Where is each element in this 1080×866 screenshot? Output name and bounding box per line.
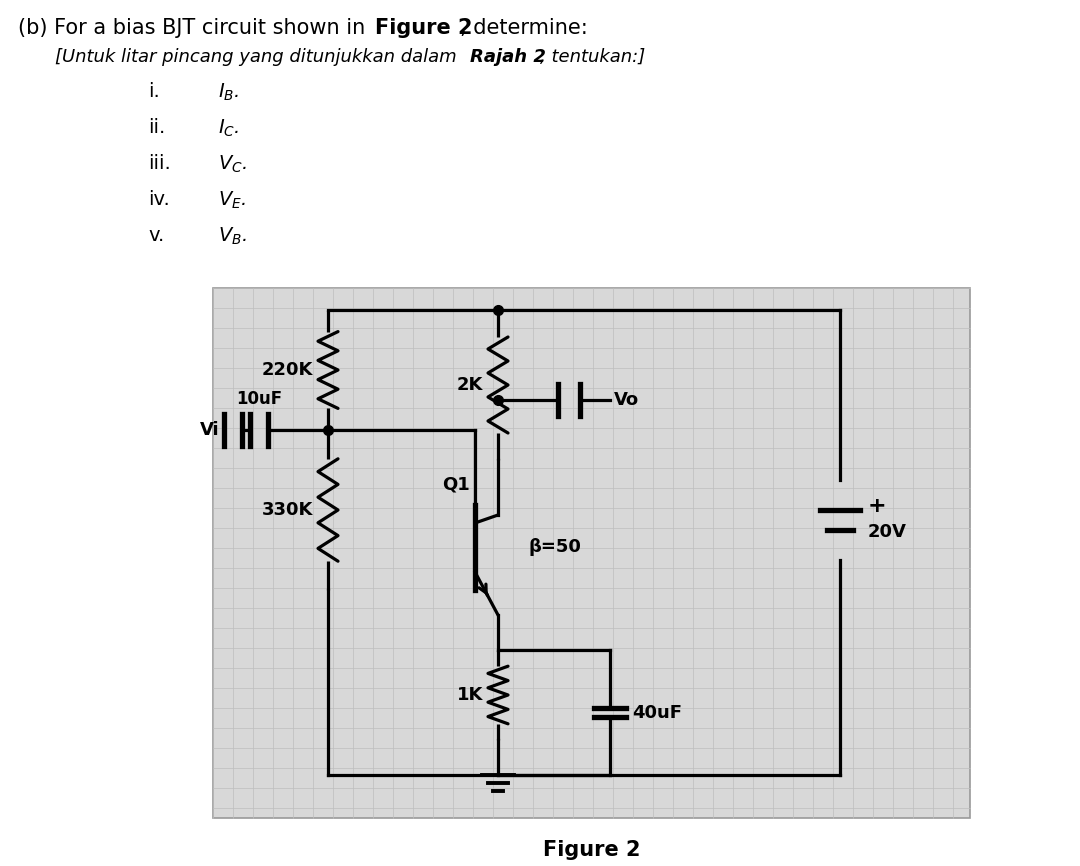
Text: v.: v. [148,226,164,245]
Text: i.: i. [148,82,160,101]
Text: 220K: 220K [261,361,313,379]
Text: , tentukan:]: , tentukan:] [540,48,645,66]
Text: $I_B$.: $I_B$. [218,82,240,103]
Text: , determine:: , determine: [460,18,588,38]
Text: Figure 2: Figure 2 [375,18,473,38]
Text: 20V: 20V [868,523,907,541]
Text: Rajah 2: Rajah 2 [470,48,545,66]
Text: Vi: Vi [201,421,220,439]
Text: Vo: Vo [615,391,639,409]
Text: ii.: ii. [148,118,165,137]
Text: [Untuk litar pincang yang ditunjukkan dalam: [Untuk litar pincang yang ditunjukkan da… [55,48,462,66]
Text: 1K: 1K [457,686,483,704]
Text: $V_B$.: $V_B$. [218,226,247,248]
Text: 10uF: 10uF [235,390,282,408]
Text: (b) For a bias BJT circuit shown in: (b) For a bias BJT circuit shown in [18,18,372,38]
Text: β=50: β=50 [528,539,581,557]
Text: +: + [868,496,887,516]
Text: 330K: 330K [261,501,313,519]
Text: iv.: iv. [148,190,170,209]
Text: $V_E$.: $V_E$. [218,190,246,211]
Text: $I_C$.: $I_C$. [218,118,240,139]
Text: Figure 2: Figure 2 [543,840,640,860]
Text: 40uF: 40uF [632,703,681,721]
Bar [213,288,970,818]
Text: iii.: iii. [148,154,171,173]
Text: $V_C$.: $V_C$. [218,154,247,175]
Text: 2K: 2K [457,376,483,394]
Text: Q1: Q1 [442,475,470,493]
